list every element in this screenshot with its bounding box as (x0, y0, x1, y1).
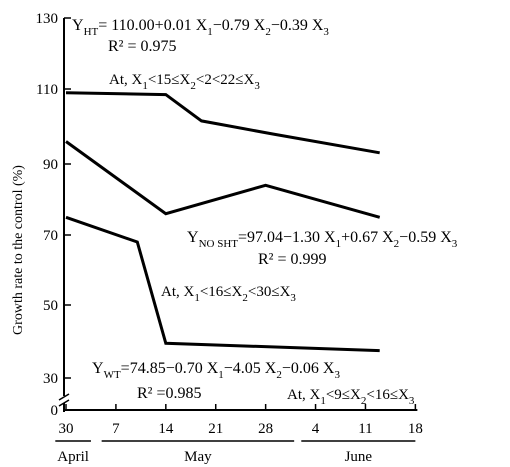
y-tick-label: 0 (51, 403, 59, 419)
condition-wt: At, X1<9≤X2<16≤X3 (287, 387, 415, 407)
r-squared-ht: R² = 0.975 (108, 38, 177, 55)
y-tick-label: 50 (43, 298, 58, 314)
x-tick-label: 30 (59, 421, 74, 437)
month-label: April (57, 449, 89, 465)
y-tick-label: 110 (36, 82, 58, 98)
y-tick-label: 30 (43, 371, 58, 387)
y-axis-title: Growth rate to the control (%) (11, 165, 26, 335)
x-tick-label: 28 (258, 421, 273, 437)
series-line-3 (65, 215, 380, 353)
r-squared-wt: R² =0.985 (137, 385, 202, 402)
r-squared-noshT: R² = 0.999 (258, 251, 327, 268)
x-tick-label: 4 (312, 421, 320, 437)
x-tick-label: 7 (112, 421, 120, 437)
series-line-1 (65, 91, 380, 155)
y-tick-label: 90 (43, 157, 58, 173)
x-tick-label: 18 (408, 421, 423, 437)
x-tick-label: 14 (158, 421, 174, 437)
equation-wt: YWT=74.85−0.70 X1−4.05 X2−0.06 X3 (92, 360, 340, 381)
x-tick-label: 21 (208, 421, 223, 437)
condition-noshT: At, X1<16≤X2<30≤X3 (161, 284, 296, 304)
series-line-2 (65, 140, 381, 219)
month-label: May (184, 449, 212, 465)
equation-noshT: YNO SHT=97.04−1.30 X1+0.67 X2−0.59 X3 (187, 229, 458, 250)
y-axis-break-mark (58, 393, 70, 401)
equation-ht: YHT= 110.00+0.01 X1−0.79 X2−0.39 X3 (72, 17, 329, 38)
month-label: June (345, 449, 373, 465)
y-tick-label: 130 (36, 11, 59, 27)
y-tick-label: 70 (43, 228, 58, 244)
series-group (65, 91, 381, 353)
condition-ht: At, X1<15≤X2<2<22≤X3 (109, 72, 260, 92)
x-tick-label: 11 (358, 421, 372, 437)
